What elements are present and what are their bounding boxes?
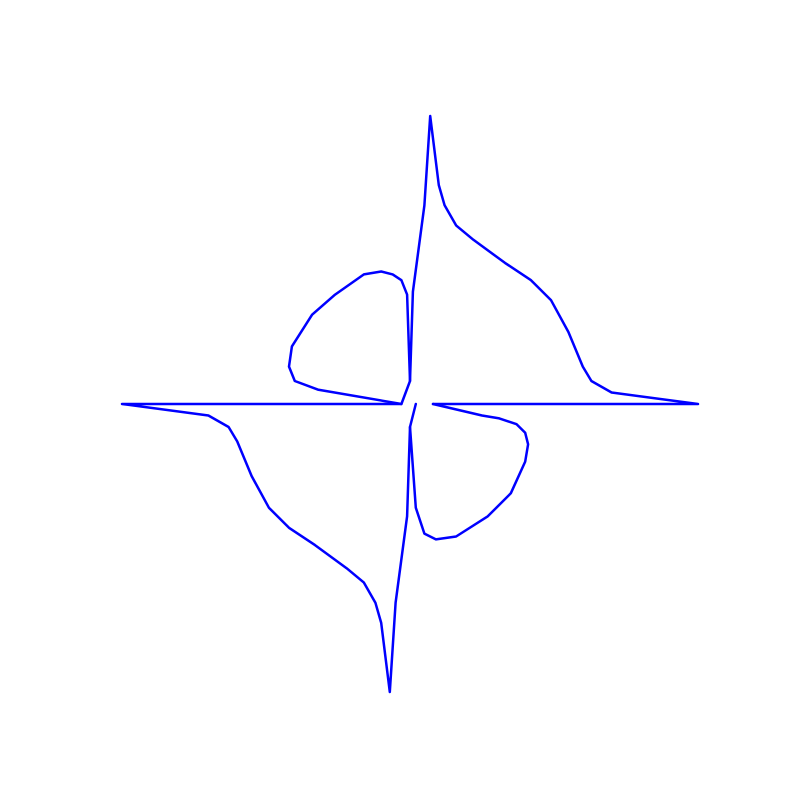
curve-series-1 xyxy=(408,402,530,541)
curve-series-2 xyxy=(287,270,412,406)
curve-series-0 xyxy=(120,114,700,694)
